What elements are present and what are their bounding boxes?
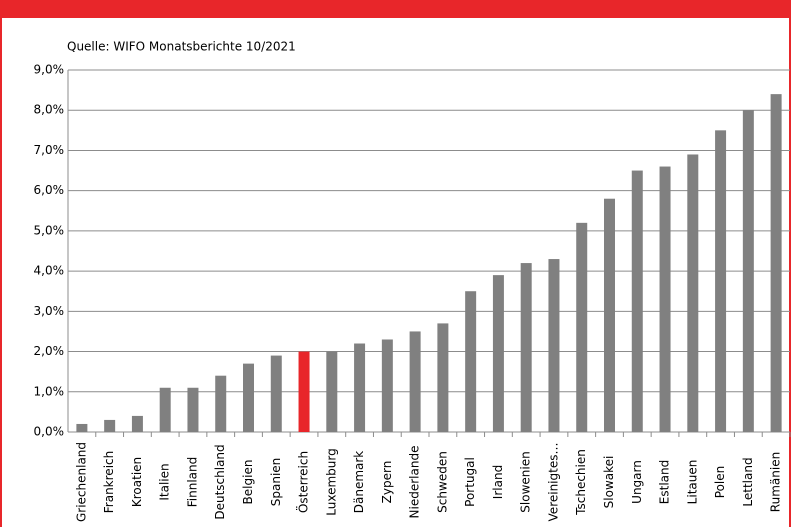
bar	[715, 130, 727, 433]
x-tick-label: Deutschland	[213, 444, 227, 519]
bar	[381, 339, 393, 432]
bar	[326, 351, 338, 432]
bar	[131, 415, 143, 432]
category-labels: Griechenland Frankreich Kroatien Italien Fin…	[74, 442, 782, 522]
x-tick-label: Frankreich	[102, 451, 116, 513]
x-tick-label: Finnland	[185, 457, 199, 507]
x-tick-label: Polen	[713, 466, 727, 498]
x-tick-label: Lettland	[741, 457, 755, 506]
y-tick-label: 7,0%	[34, 143, 65, 157]
bar	[492, 275, 504, 432]
bar	[548, 259, 560, 432]
y-tick-label: 8,0%	[34, 103, 65, 117]
x-tick-label: Österreich	[295, 451, 311, 513]
x-tick-label: Rumänien	[769, 452, 783, 512]
y-tick-label: 3,0%	[34, 304, 65, 318]
bar	[437, 323, 449, 432]
y-tick-label: 0,0%	[34, 425, 65, 439]
bar	[742, 110, 754, 432]
x-tick-label: Griechenland	[74, 442, 88, 522]
x-tick-label: Spanien	[269, 458, 283, 507]
header-bar	[0, 0, 791, 18]
bar	[604, 198, 615, 432]
x-tick-label: Ungarn	[630, 460, 644, 504]
x-tick-label: Portugal	[463, 457, 477, 507]
bar	[354, 343, 366, 432]
bar	[409, 331, 421, 432]
bar	[520, 263, 532, 432]
bar	[770, 94, 782, 432]
bar	[659, 166, 671, 433]
bar	[187, 387, 199, 432]
bar	[298, 351, 310, 432]
bar	[159, 387, 171, 432]
y-tick-label: 1,0%	[34, 384, 65, 398]
bar	[270, 355, 282, 432]
bar	[465, 291, 477, 432]
bar	[243, 363, 254, 432]
x-tick-label: Slowakei	[602, 456, 616, 509]
bar	[104, 419, 116, 432]
x-tick-label: Dänemark	[352, 451, 366, 514]
x-tick-label: Vereinigtes…	[546, 443, 560, 522]
bar	[576, 222, 588, 432]
x-tick-label: Niederlande	[408, 446, 422, 519]
x-tick-label: Tschechien	[574, 449, 588, 516]
x-tick-label: Belgien	[241, 460, 255, 505]
y-tick-label: 2,0%	[34, 344, 65, 358]
x-tick-label: Zypern	[380, 461, 394, 504]
chart-subtitle: Quelle: WIFO Monatsberichte 10/2021	[67, 40, 296, 54]
bar	[687, 154, 699, 432]
y-tick-label: 5,0%	[34, 223, 65, 237]
y-tick-label: 6,0%	[34, 183, 65, 197]
bar	[215, 375, 227, 432]
x-tick-label: Litauen	[685, 460, 699, 505]
x-tick-label: Estland	[658, 460, 672, 504]
x-tick-label: Italien	[158, 463, 172, 500]
x-tick-label: Luxemburg	[324, 448, 338, 515]
x-tick-label: Schweden	[435, 451, 449, 513]
x-tick-label: Irland	[491, 465, 505, 499]
x-tick-label: Slowenien	[519, 451, 533, 512]
x-tick-label: Kroatien	[130, 457, 144, 507]
bar	[631, 170, 643, 433]
y-tick-label: 9,0%	[34, 63, 65, 77]
bar	[76, 423, 88, 432]
y-tick-label: 4,0%	[34, 264, 65, 278]
